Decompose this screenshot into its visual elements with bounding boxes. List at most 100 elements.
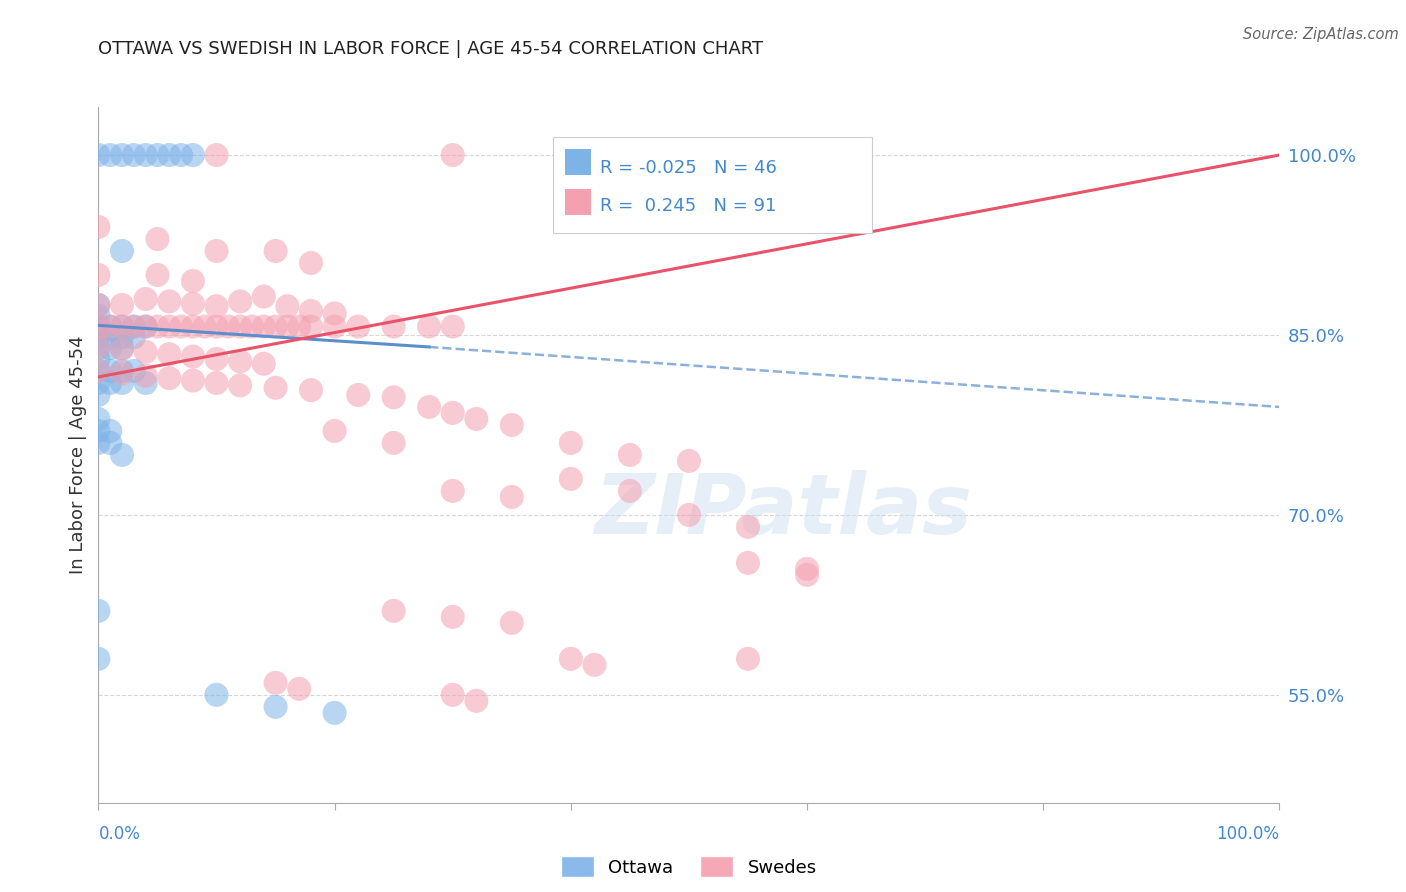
Point xyxy=(98,319,121,334)
Point xyxy=(98,364,121,378)
Point xyxy=(323,424,346,438)
Point xyxy=(264,381,287,395)
Point xyxy=(560,472,582,486)
Point xyxy=(111,448,134,462)
Text: ZIPatlas: ZIPatlas xyxy=(595,470,973,551)
Point xyxy=(157,371,180,385)
Point xyxy=(678,454,700,468)
Point xyxy=(181,374,204,388)
Point xyxy=(229,378,252,392)
Point xyxy=(111,364,134,378)
Point xyxy=(111,330,134,344)
Point xyxy=(87,652,110,666)
Point xyxy=(122,148,145,162)
Point xyxy=(170,319,193,334)
Point xyxy=(87,148,110,162)
Point xyxy=(87,424,110,438)
Y-axis label: In Labor Force | Age 45-54: In Labor Force | Age 45-54 xyxy=(69,335,87,574)
Point xyxy=(181,350,204,364)
Point xyxy=(98,330,121,344)
Point xyxy=(135,368,157,383)
Point xyxy=(87,340,110,354)
Point xyxy=(619,448,641,462)
Text: R =  0.245   N = 91: R = 0.245 N = 91 xyxy=(600,197,776,215)
Point xyxy=(347,388,370,402)
Point xyxy=(299,256,322,270)
Point xyxy=(205,351,228,366)
Bar xyxy=(565,188,591,215)
Point xyxy=(465,412,488,426)
Point xyxy=(135,344,157,359)
Point xyxy=(288,681,311,696)
Point xyxy=(111,341,134,355)
Point xyxy=(441,148,464,162)
Point xyxy=(87,330,110,344)
Point xyxy=(87,268,110,282)
Point xyxy=(122,319,145,334)
Point xyxy=(87,376,110,390)
Point xyxy=(111,376,134,390)
Point xyxy=(111,343,134,357)
Text: 0.0%: 0.0% xyxy=(98,825,141,843)
Point xyxy=(181,319,204,334)
Point xyxy=(205,319,228,334)
Point xyxy=(583,657,606,672)
Point xyxy=(135,292,157,306)
Point xyxy=(382,436,405,450)
Point xyxy=(441,688,464,702)
Point xyxy=(111,148,134,162)
Point xyxy=(122,330,145,344)
Point xyxy=(205,244,228,258)
Point xyxy=(87,604,110,618)
Point xyxy=(276,319,298,334)
Point xyxy=(264,319,287,334)
Point xyxy=(181,274,204,288)
Point xyxy=(264,244,287,258)
Point xyxy=(737,652,759,666)
Point xyxy=(796,562,818,576)
Point xyxy=(229,354,252,368)
Point xyxy=(135,376,157,390)
Text: Source: ZipAtlas.com: Source: ZipAtlas.com xyxy=(1243,27,1399,42)
Point xyxy=(87,341,110,355)
Point xyxy=(205,688,228,702)
Point xyxy=(560,652,582,666)
Point xyxy=(796,567,818,582)
Point xyxy=(87,298,110,312)
Point xyxy=(98,148,121,162)
Point xyxy=(441,610,464,624)
Point xyxy=(146,319,169,334)
Point xyxy=(111,367,134,381)
Point xyxy=(560,436,582,450)
Point xyxy=(347,319,370,334)
Point xyxy=(465,694,488,708)
Point xyxy=(98,319,121,334)
Point xyxy=(135,148,157,162)
Point xyxy=(135,319,157,334)
Point xyxy=(418,400,440,414)
Point xyxy=(194,319,217,334)
Point xyxy=(299,319,322,334)
Point xyxy=(87,364,110,378)
Point xyxy=(382,319,405,334)
Point xyxy=(122,319,145,334)
Legend: Ottawa, Swedes: Ottawa, Swedes xyxy=(554,849,824,884)
Point xyxy=(87,319,110,334)
Point xyxy=(87,319,110,334)
Point xyxy=(737,520,759,534)
Bar xyxy=(565,149,591,176)
Point xyxy=(111,319,134,334)
Point xyxy=(157,148,180,162)
Point xyxy=(146,148,169,162)
Point xyxy=(678,508,700,522)
Point xyxy=(299,304,322,318)
Point xyxy=(135,319,157,334)
Point xyxy=(87,351,110,366)
Point xyxy=(501,490,523,504)
Point xyxy=(737,556,759,570)
Point xyxy=(98,436,121,450)
Point xyxy=(264,676,287,690)
Text: 100.0%: 100.0% xyxy=(1216,825,1279,843)
Point xyxy=(122,364,145,378)
Point xyxy=(619,483,641,498)
